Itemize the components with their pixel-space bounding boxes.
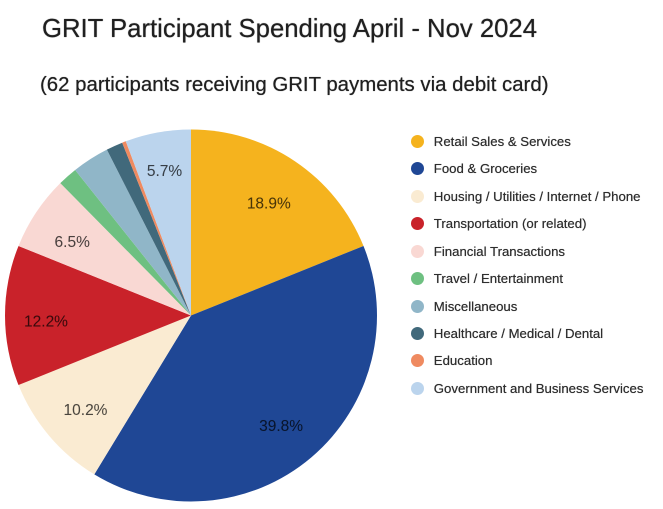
svg-text:10.2%: 10.2% — [64, 402, 108, 419]
svg-text:5.7%: 5.7% — [147, 163, 183, 180]
svg-text:39.8%: 39.8% — [259, 418, 303, 435]
svg-text:18.9%: 18.9% — [247, 195, 291, 212]
svg-text:12.2%: 12.2% — [24, 314, 68, 331]
svg-text:6.5%: 6.5% — [55, 234, 91, 251]
